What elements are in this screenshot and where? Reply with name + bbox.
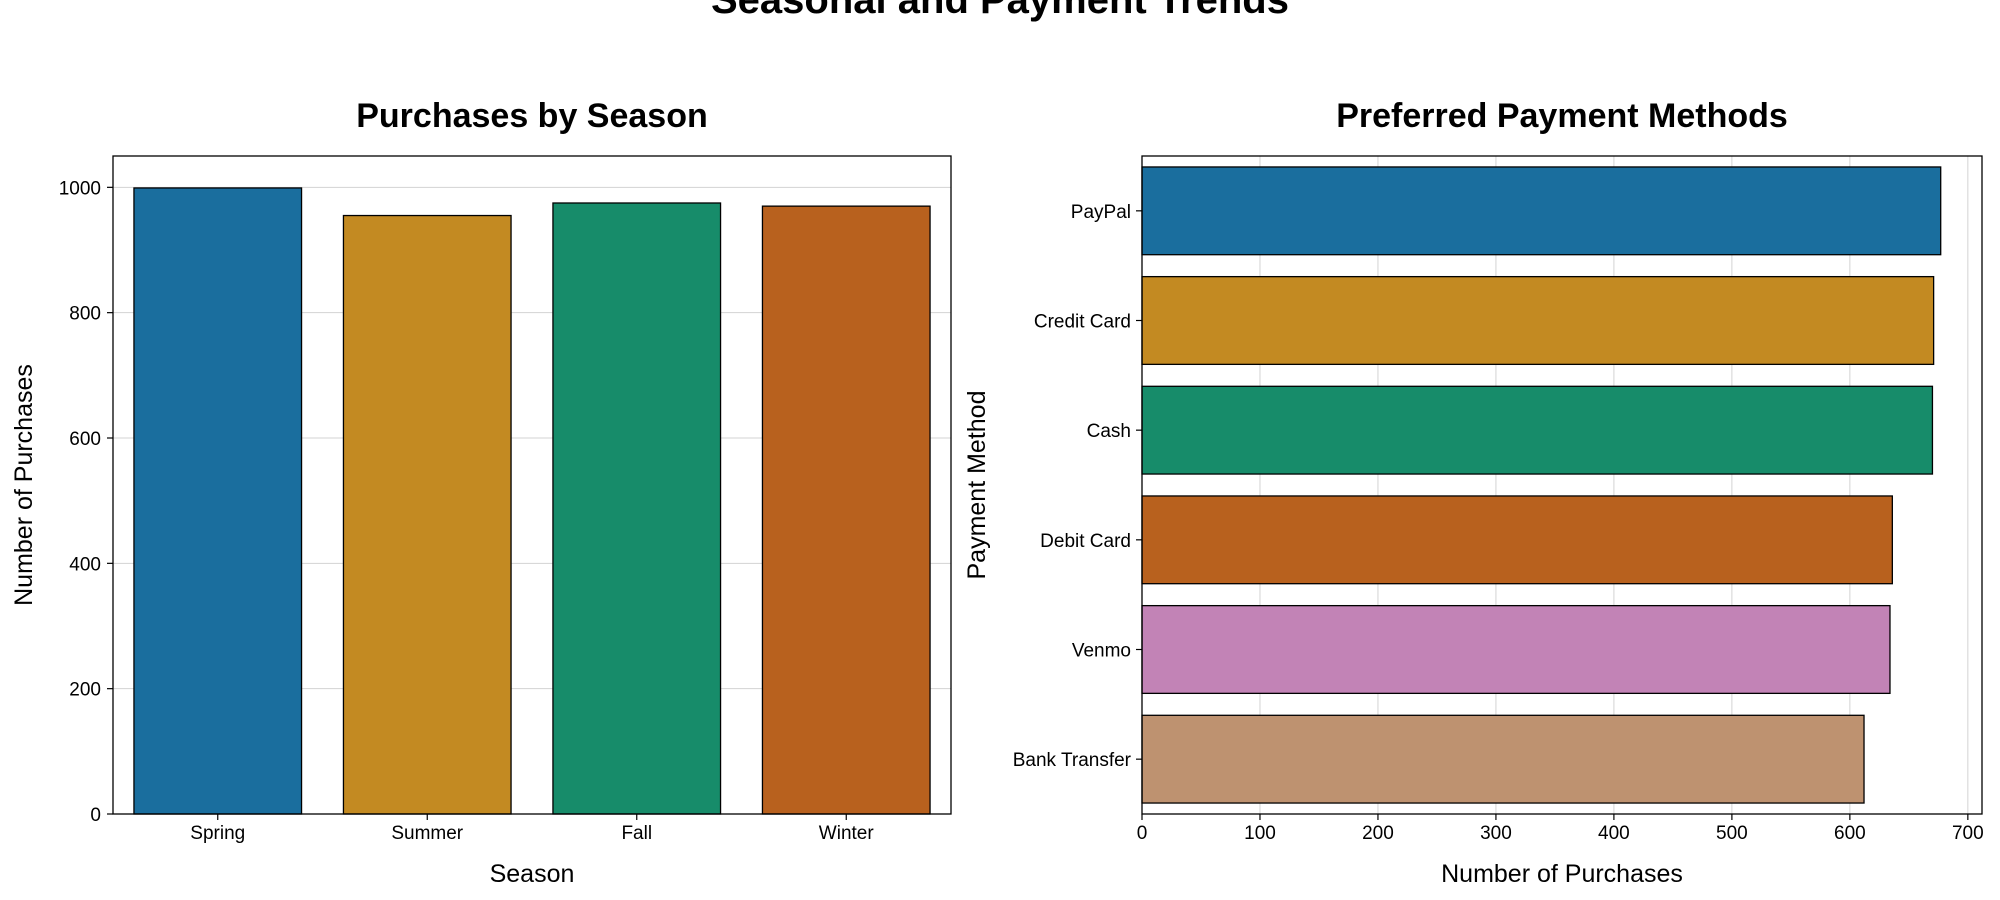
x-tick-label: 0 bbox=[1137, 823, 1148, 844]
x-tick-label: 700 bbox=[1952, 823, 1984, 844]
x-tick-label: 400 bbox=[1598, 823, 1630, 844]
y-tick-label: 1000 bbox=[59, 178, 101, 199]
x-tick-label: 200 bbox=[1362, 823, 1394, 844]
x-axis-label: Season bbox=[490, 860, 575, 888]
x-tick-label-fall: Fall bbox=[621, 823, 652, 844]
x-axis-label: Number of Purchases bbox=[1441, 860, 1683, 888]
season-bar-chart: 0 200 400 600 800 1000 Spring Summer Fall Winter P… bbox=[10, 97, 952, 888]
figure-title: Seasonal and Payment Trends bbox=[711, 0, 1289, 22]
bar-cash bbox=[1141, 385, 1934, 475]
bar-fall bbox=[552, 202, 722, 815]
bar-spring bbox=[133, 187, 303, 815]
y-tick-label-venmo: Venmo bbox=[1072, 641, 1131, 662]
y-tick-label-credit-card: Credit Card bbox=[1034, 312, 1131, 333]
y-tick-label: 800 bbox=[69, 304, 101, 325]
bar-paypal bbox=[1141, 166, 1942, 256]
bar-debit-card bbox=[1141, 495, 1893, 585]
y-tick-label: 400 bbox=[69, 554, 101, 575]
y-tick-label: 0 bbox=[90, 805, 101, 826]
x-tick-label: 300 bbox=[1480, 823, 1512, 844]
x-tick-label: 600 bbox=[1834, 823, 1866, 844]
chart-title: Preferred Payment Methods bbox=[1336, 97, 1788, 135]
x-tick-label-winter: Winter bbox=[819, 823, 875, 844]
y-axis-label: Payment Method bbox=[963, 391, 991, 580]
y-tick-label-paypal: PayPal bbox=[1071, 202, 1131, 223]
y-tick-label: 600 bbox=[69, 429, 101, 450]
bar-venmo bbox=[1141, 604, 1891, 695]
y-tick-label-cash: Cash bbox=[1087, 421, 1131, 442]
bar-bank-transfer bbox=[1141, 714, 1865, 804]
bar-summer bbox=[342, 214, 512, 815]
chart-title: Purchases by Season bbox=[356, 97, 708, 135]
bar-winter bbox=[761, 205, 931, 815]
y-tick-label: 200 bbox=[69, 680, 101, 701]
y-tick-label-bank-transfer: Bank Transfer bbox=[1013, 750, 1132, 771]
x-tick-label: 100 bbox=[1244, 823, 1276, 844]
payment-method-bar-chart: 0 100 200 300 400 500 600 700 PayPal Credit Card C… bbox=[963, 97, 1984, 888]
x-tick-label-spring: Spring bbox=[190, 823, 245, 844]
plot-frame bbox=[1141, 155, 1983, 815]
y-axis-label: Number of Purchases bbox=[10, 364, 38, 606]
y-tick-label-debit-card: Debit Card bbox=[1040, 531, 1131, 552]
bar-credit-card bbox=[1141, 275, 1935, 366]
x-tick-label: 500 bbox=[1716, 823, 1748, 844]
plot-frame bbox=[112, 155, 952, 815]
x-tick-label-summer: Summer bbox=[391, 823, 463, 844]
